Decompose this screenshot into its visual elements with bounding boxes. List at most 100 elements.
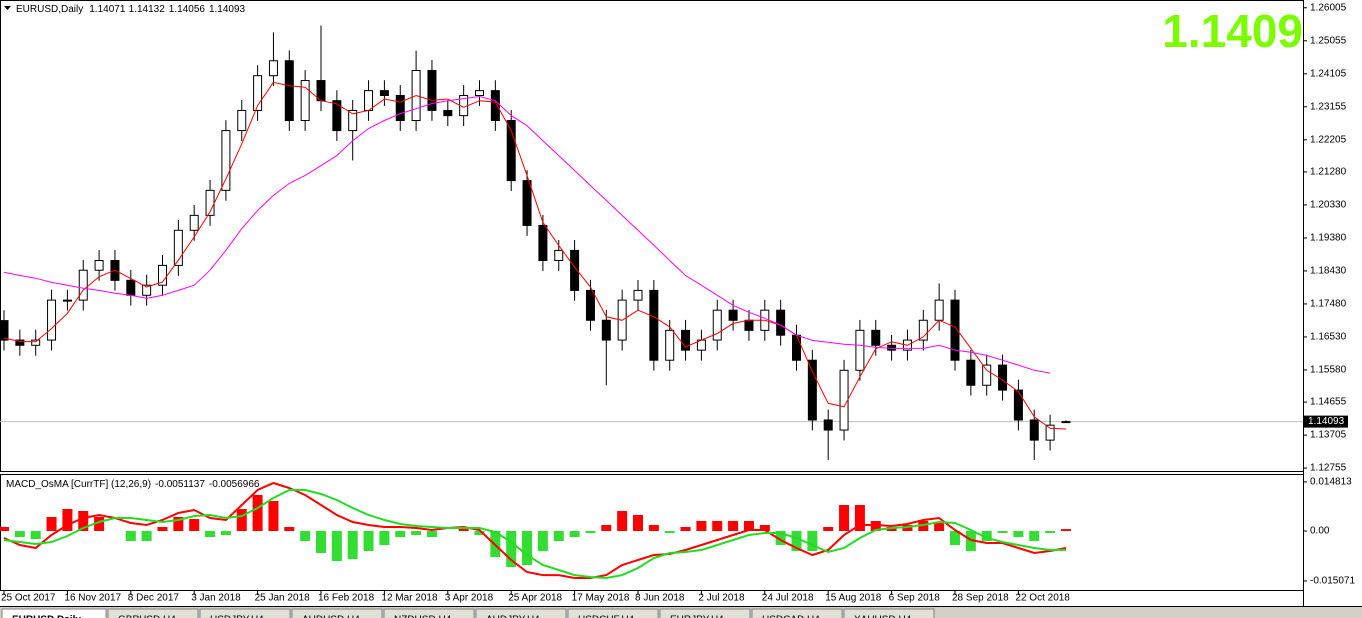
tab-label[interactable]: XAUUSD,H4	[854, 615, 912, 618]
tab[interactable]	[291, 608, 383, 618]
histogram-bar	[220, 531, 231, 536]
tab-label[interactable]: USDJPY,H4	[210, 615, 264, 618]
y-tick-label: 1.12755	[1310, 463, 1347, 474]
tab-label[interactable]: EURUSD,Daily	[12, 615, 81, 618]
tab[interactable]	[199, 608, 291, 618]
candle-body	[570, 249, 580, 291]
candle-body	[0, 320, 9, 341]
candle-body	[379, 90, 389, 96]
histogram-bar	[284, 526, 295, 532]
y-tick-label: 1.24105	[1310, 68, 1347, 79]
indicator-line	[3, 481, 1067, 579]
candle-body	[15, 339, 25, 346]
histogram-bar	[870, 521, 881, 532]
y-tick-label: 1.13705	[1310, 430, 1347, 441]
tab[interactable]	[843, 608, 935, 618]
histogram-bar	[268, 500, 279, 532]
histogram-bar	[728, 521, 739, 532]
histogram-bar	[316, 531, 326, 554]
histogram-bar	[125, 531, 136, 542]
candle-body	[62, 299, 72, 302]
histogram-bar	[363, 531, 374, 552]
y-tick-label: 1.21280	[1310, 167, 1347, 178]
histogram-bar	[300, 531, 311, 542]
candle-body	[823, 419, 833, 431]
candle-body	[94, 260, 104, 271]
indicator-line	[3, 489, 1067, 580]
tab-label[interactable]: AUDJPY,H4	[486, 615, 540, 618]
tab[interactable]	[107, 608, 199, 618]
menu-triangle[interactable]	[4, 6, 11, 10]
candle-body	[31, 339, 41, 346]
y-tick-label: 1.25055	[1310, 35, 1347, 46]
candle-body	[427, 69, 437, 111]
x-tick-label: 8 Dec 2017	[128, 593, 180, 604]
histogram-bar	[585, 531, 596, 533]
tab-label[interactable]: USDCHF,H4	[578, 615, 635, 618]
x-tick-label: 8 Jun 2018	[635, 593, 685, 604]
candle-body	[1061, 421, 1071, 424]
tab-label[interactable]: GBPUSD,H4	[118, 615, 176, 618]
indicator-line	[3, 95, 1051, 374]
histogram-bar	[78, 510, 89, 532]
indicator-title: MACD_OsMA [CurrTF] (12,26,9)	[6, 479, 151, 490]
histogram-bar	[743, 521, 754, 532]
candle-body	[871, 329, 881, 346]
price-tag-label: 1.14093	[1308, 416, 1345, 427]
histogram-bar	[1029, 531, 1040, 542]
y-tick-label: 1.14655	[1310, 397, 1347, 408]
tab[interactable]	[659, 608, 751, 618]
tab[interactable]	[567, 608, 659, 618]
histogram-bar	[379, 531, 390, 546]
candle-body	[300, 80, 310, 122]
histogram-bar	[950, 531, 960, 546]
candle-body	[158, 264, 167, 286]
candle-body	[839, 369, 849, 431]
candle-body	[538, 224, 548, 262]
tab-label[interactable]: NZDUSD,H4	[394, 615, 452, 618]
histogram-bar	[648, 525, 659, 532]
candle-body	[173, 229, 183, 266]
histogram-bar	[712, 521, 723, 532]
histogram-bar	[331, 531, 342, 562]
histogram-bar	[458, 529, 469, 532]
candle-body	[998, 364, 1008, 391]
tab[interactable]	[383, 608, 475, 618]
tab-label[interactable]: EURJPY,H4	[670, 615, 724, 618]
histogram-bar	[601, 525, 612, 532]
histogram-bar	[775, 531, 786, 546]
y-tick-label: 0.014813	[1310, 477, 1352, 488]
histogram-bar	[395, 531, 406, 538]
x-tick-label: 25 Apr 2018	[508, 593, 562, 604]
y-tick-label: 1.22205	[1310, 134, 1347, 145]
candle-body	[332, 100, 342, 132]
symbol: EURUSD,Daily	[16, 4, 83, 15]
histogram-bar	[506, 531, 517, 568]
candle-body	[585, 289, 595, 321]
x-tick-label: 24 Jul 2018	[762, 593, 814, 604]
tab[interactable]	[475, 608, 567, 618]
candle-body	[253, 75, 263, 111]
candle-body	[364, 90, 374, 111]
histogram-bar	[997, 531, 1008, 533]
histogram-bar	[14, 531, 25, 538]
tab[interactable]	[1, 608, 107, 618]
histogram-bar	[411, 531, 422, 536]
tab[interactable]	[751, 608, 843, 618]
histogram-bar	[157, 526, 168, 532]
y-tick-label: 1.16530	[1310, 332, 1347, 343]
histogram-bar	[30, 531, 41, 540]
candle-body	[490, 90, 500, 122]
tab-label[interactable]: USDCAD,H4	[762, 615, 820, 618]
candle-body	[522, 180, 532, 226]
y-tick-label: 1.23155	[1310, 101, 1347, 112]
histogram-bar	[934, 522, 945, 532]
x-tick-label: 16 Nov 2017	[64, 593, 121, 604]
histogram-bar	[46, 516, 57, 532]
candle-body	[744, 319, 754, 331]
tab-label[interactable]: AUDUSD,H4	[302, 615, 360, 618]
histogram-bar	[981, 531, 992, 542]
x-tick-label: 6 Sep 2018	[889, 593, 941, 604]
